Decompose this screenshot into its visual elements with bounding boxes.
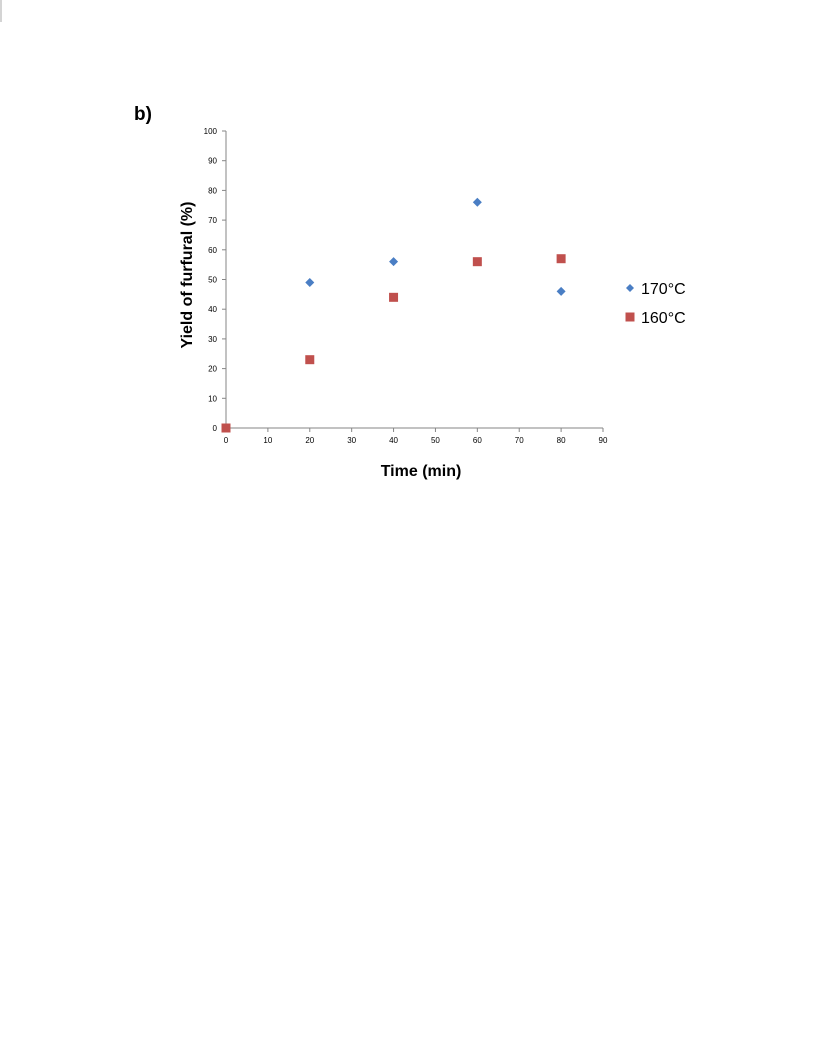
axes: 0 10 20 30 40 50 60 70 80 90 100 0 10 20 30 40 50 60 70 80 9… (204, 127, 608, 445)
y-tick-label: 80 (208, 186, 217, 195)
data-points (221, 197, 566, 433)
x-tick-label: 30 (347, 436, 356, 445)
x-tick-label: 60 (473, 436, 482, 445)
x-tick-label: 80 (557, 436, 566, 445)
x-tick-label: 0 (224, 436, 229, 445)
y-tick-label: 10 (208, 394, 217, 403)
series-160c-point (221, 423, 231, 433)
y-tick-label: 50 (208, 276, 217, 285)
y-tick-label: 100 (204, 127, 218, 136)
page-edge-mark (0, 0, 2, 22)
x-tick-label: 70 (515, 436, 524, 445)
series-160c-point (556, 254, 566, 264)
x-tick-label: 90 (599, 436, 608, 445)
legend-marker (626, 284, 634, 292)
series-160c-point (472, 257, 482, 267)
y-tick-label: 90 (208, 157, 217, 166)
series-170c-point (389, 257, 399, 267)
legend-label: 170°C (641, 281, 686, 298)
series-170c-point (305, 277, 315, 287)
legend-marker (625, 312, 635, 322)
legend-label: 160°C (641, 310, 686, 327)
y-tick-label: 60 (208, 246, 217, 255)
y-tick-label: 20 (208, 365, 217, 374)
legend: 170°C 160°C (625, 281, 686, 327)
series-170c-point (472, 197, 482, 207)
series-160c-point (389, 292, 399, 302)
x-tick-label: 20 (305, 436, 314, 445)
x-axis-title: Time (min) (381, 463, 462, 480)
panel-label: b) (134, 104, 152, 125)
x-tick-label: 50 (431, 436, 440, 445)
y-tick-label: 70 (208, 216, 217, 225)
x-tick-label: 40 (389, 436, 398, 445)
y-axis-title: Yield of furfural (%) (179, 202, 196, 349)
x-tick-label: 10 (263, 436, 272, 445)
y-tick-label: 30 (208, 335, 217, 344)
series-170c-point (556, 286, 566, 296)
y-tick-label: 0 (213, 424, 218, 433)
y-tick-label: 40 (208, 305, 217, 314)
series-160c-point (305, 355, 315, 365)
